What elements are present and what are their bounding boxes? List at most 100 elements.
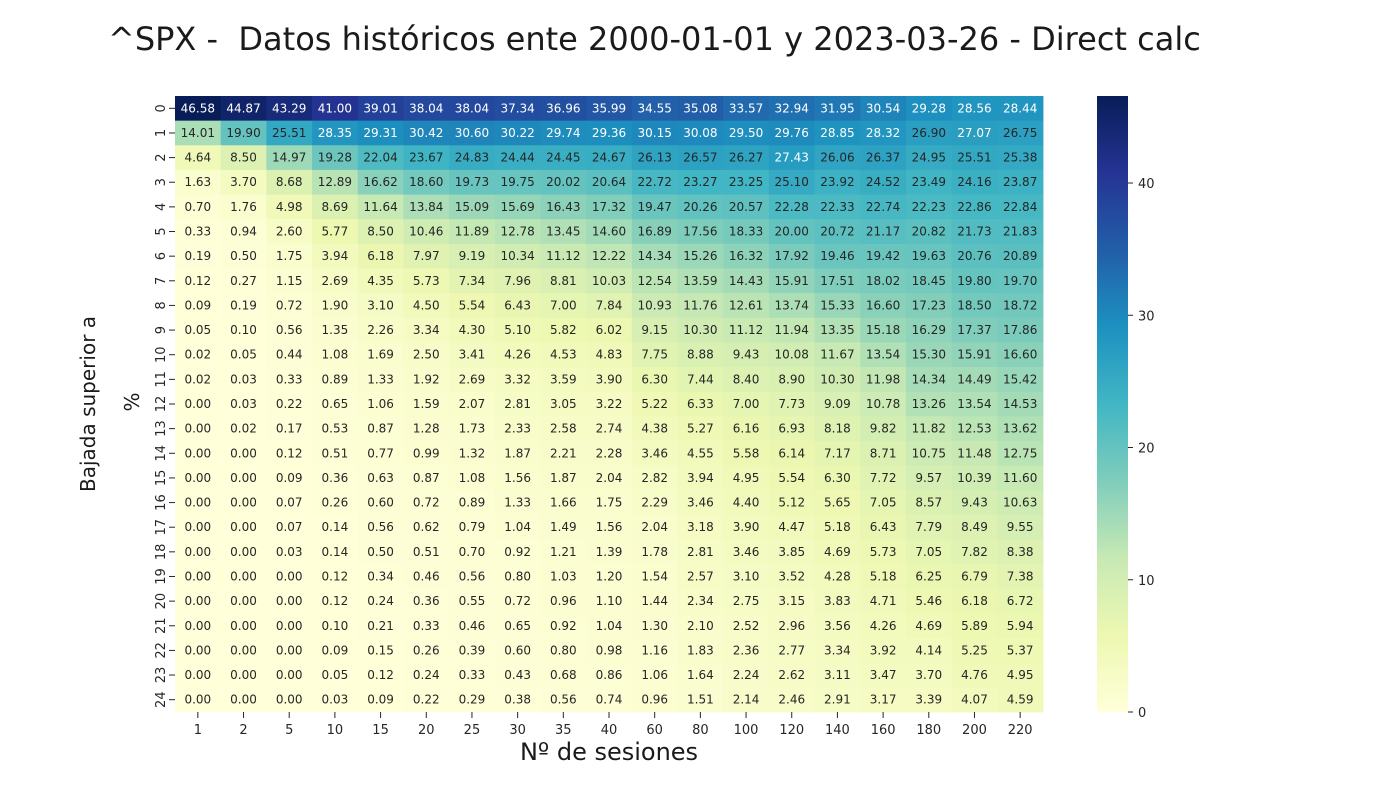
cell-value-label: 22.04 xyxy=(363,151,397,165)
y-tick-label: 18 xyxy=(154,544,169,561)
heatmap-cell xyxy=(951,662,998,688)
heatmap-cell xyxy=(449,440,496,466)
heatmap-cell xyxy=(586,120,633,146)
heatmap-cell xyxy=(951,96,998,122)
x-tick-label: 20 xyxy=(418,723,435,738)
heatmap-cell xyxy=(494,219,541,245)
cell-value-label: 4.28 xyxy=(824,569,851,583)
heatmap-cell xyxy=(540,465,587,491)
cell-value-label: 1.15 xyxy=(276,274,303,288)
heatmap-cell xyxy=(175,120,222,146)
heatmap-cell xyxy=(997,120,1044,146)
cell-value-label: 2.75 xyxy=(733,594,760,608)
cell-value-label: 0.00 xyxy=(230,643,257,657)
heatmap-cell xyxy=(312,243,359,269)
cell-value-label: 3.11 xyxy=(824,668,851,682)
cell-value-label: 0.36 xyxy=(413,594,440,608)
heatmap-cell xyxy=(357,96,404,122)
cell-value-label: 14.49 xyxy=(957,372,991,386)
heatmap-cell xyxy=(312,588,359,614)
heatmap-cell xyxy=(997,514,1044,540)
cell-value-label: 2.60 xyxy=(276,225,303,239)
cell-value-label: 11.98 xyxy=(866,372,900,386)
heatmap-cell xyxy=(860,465,907,491)
heatmap-cell xyxy=(723,564,770,590)
cell-value-label: 1.87 xyxy=(504,446,531,460)
heatmap-cell xyxy=(403,564,450,590)
cell-value-label: 0.00 xyxy=(276,693,303,707)
heatmap-cell xyxy=(768,391,815,417)
y-tick-label: 12 xyxy=(154,396,169,413)
cell-value-label: 4.71 xyxy=(870,594,897,608)
cell-value-label: 4.98 xyxy=(276,200,303,214)
heatmap-cell xyxy=(677,514,724,540)
cell-value-label: 9.82 xyxy=(870,422,897,436)
heatmap-cell xyxy=(905,490,953,516)
cell-value-label: 0.62 xyxy=(413,520,440,534)
heatmap-cell xyxy=(266,243,313,269)
heatmap-cell xyxy=(403,588,450,614)
cell-value-label: 8.88 xyxy=(687,348,714,362)
cell-value-label: 13.62 xyxy=(1003,422,1037,436)
heatmap-cell xyxy=(540,243,587,269)
heatmap-cell xyxy=(494,588,541,614)
cell-value-label: 26.57 xyxy=(683,151,717,165)
cell-value-label: 0.26 xyxy=(322,496,349,510)
heatmap-cell xyxy=(631,490,678,516)
cell-value-label: 0.00 xyxy=(184,693,211,707)
heatmap-cell xyxy=(677,588,724,614)
heatmap-cell xyxy=(631,613,678,639)
heatmap-cell xyxy=(403,391,450,417)
heatmap-cell xyxy=(449,169,496,195)
heatmap-cell xyxy=(631,391,678,417)
x-tick-label: 60 xyxy=(646,723,663,738)
heatmap-cell xyxy=(266,662,313,688)
cell-value-label: 20.89 xyxy=(1003,249,1037,263)
cell-value-label: 9.19 xyxy=(459,249,486,263)
cell-value-label: 3.90 xyxy=(596,372,623,386)
heatmap-cell xyxy=(494,268,541,294)
heatmap-cell xyxy=(631,194,678,220)
heatmap-cell xyxy=(814,96,861,122)
heatmap-cell xyxy=(220,317,267,343)
cell-value-label: 17.86 xyxy=(1003,323,1037,337)
cell-value-label: 2.81 xyxy=(504,397,531,411)
cell-value-label: 2.57 xyxy=(687,569,714,583)
heatmap-cell xyxy=(266,169,313,195)
cell-value-label: 3.92 xyxy=(870,643,897,657)
heatmap-cell xyxy=(631,268,678,294)
cell-value-label: 16.43 xyxy=(546,200,580,214)
cell-value-label: 31.95 xyxy=(820,101,854,115)
cell-value-label: 9.55 xyxy=(1007,520,1034,534)
heatmap-cell xyxy=(723,638,770,664)
cell-value-label: 26.06 xyxy=(820,151,854,165)
cell-value-label: 5.77 xyxy=(322,225,349,239)
cell-value-label: 5.58 xyxy=(733,446,760,460)
cell-value-label: 0.60 xyxy=(367,496,394,510)
heatmap-cell xyxy=(449,391,496,417)
cell-value-label: 1.75 xyxy=(596,496,623,510)
cell-value-label: 0.65 xyxy=(322,397,349,411)
colorbar xyxy=(1097,96,1128,712)
heatmap-cell xyxy=(357,391,404,417)
heatmap-cell xyxy=(677,268,724,294)
heatmap-cell xyxy=(951,465,998,491)
heatmap-cell xyxy=(905,687,953,713)
cell-value-label: 2.52 xyxy=(733,619,760,633)
heatmap-cell xyxy=(905,391,953,417)
cell-value-label: 30.42 xyxy=(409,126,443,140)
cell-value-label: 0.89 xyxy=(459,496,486,510)
cell-value-label: 7.17 xyxy=(824,446,851,460)
cell-value-label: 9.15 xyxy=(641,323,668,337)
heatmap-cell xyxy=(723,293,770,319)
heatmap-cell xyxy=(951,687,998,713)
heatmap-cell xyxy=(312,539,359,565)
heatmap-cell xyxy=(175,613,222,639)
heatmap-cell xyxy=(403,317,450,343)
cell-value-label: 0.00 xyxy=(184,545,211,559)
cell-value-label: 21.83 xyxy=(1003,225,1037,239)
cell-value-label: 0.80 xyxy=(504,569,531,583)
heatmap-cell xyxy=(540,514,587,540)
heatmap-cell xyxy=(312,662,359,688)
